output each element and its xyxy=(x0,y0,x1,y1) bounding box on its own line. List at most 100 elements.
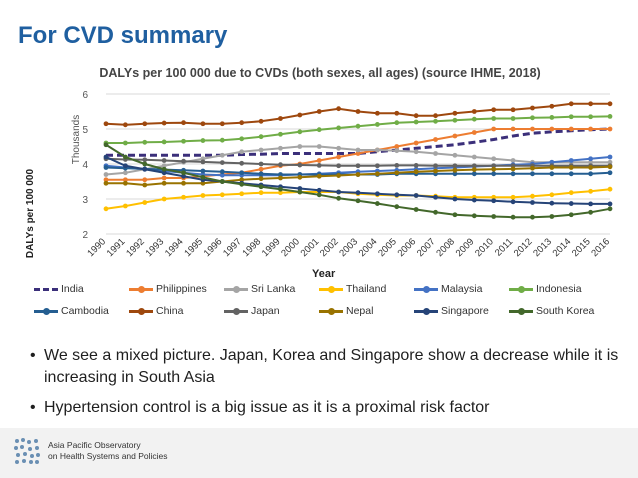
data-point xyxy=(491,116,497,121)
data-point xyxy=(316,187,322,193)
data-point xyxy=(122,163,128,169)
footer-org-name: Asia Pacific Observatory on Health Syste… xyxy=(48,440,168,462)
x-tick-label: 1994 xyxy=(163,236,186,259)
legend-label: Japan xyxy=(251,305,280,317)
legend-row: Cambodia China Japan Nepal Singapore South Ko… xyxy=(34,300,624,322)
data-point xyxy=(471,213,477,219)
data-point xyxy=(374,171,380,177)
data-point xyxy=(278,172,283,177)
data-point xyxy=(258,171,264,177)
legend-swatch-icon xyxy=(224,284,248,294)
y-tick-label: 5 xyxy=(82,125,88,136)
data-point xyxy=(549,126,555,132)
footer-bar xyxy=(0,428,638,478)
data-point xyxy=(336,195,342,201)
data-point xyxy=(452,167,458,173)
data-point xyxy=(336,106,342,112)
x-tick-label: 2004 xyxy=(357,236,380,259)
data-point xyxy=(374,147,380,153)
data-point xyxy=(452,117,458,123)
x-tick-label: 1995 xyxy=(182,236,205,259)
x-tick-label: 2006 xyxy=(396,236,419,259)
data-point xyxy=(316,127,322,133)
data-point xyxy=(471,171,477,177)
data-point xyxy=(258,134,264,140)
x-tick-label: 1999 xyxy=(260,236,283,259)
data-point xyxy=(355,147,361,153)
data-point xyxy=(530,171,535,177)
x-tick-label: 2009 xyxy=(454,236,477,259)
x-tick-label: 2003 xyxy=(337,236,360,259)
data-point xyxy=(219,169,225,175)
legend-item: Nepal xyxy=(319,305,414,317)
data-point xyxy=(355,109,361,114)
data-point xyxy=(452,133,458,139)
legend-item: Cambodia xyxy=(34,305,129,317)
legend-swatch-icon xyxy=(509,306,533,316)
data-point xyxy=(122,122,128,128)
legend-label: Nepal xyxy=(346,305,374,317)
data-point xyxy=(219,121,225,127)
y-axis-label: DALYs per 100 000 xyxy=(25,168,37,259)
data-point xyxy=(510,116,516,121)
data-point xyxy=(607,154,613,160)
x-tick-label: 2015 xyxy=(570,236,593,259)
data-point xyxy=(413,169,419,175)
legend-label: Singapore xyxy=(441,305,489,317)
x-tick-label: 2008 xyxy=(434,236,457,259)
x-tick-label: 2001 xyxy=(299,236,322,259)
data-point xyxy=(316,192,322,198)
data-point xyxy=(394,144,400,149)
data-point xyxy=(336,163,342,169)
data-point xyxy=(607,101,613,107)
legend-item: Indonesia xyxy=(509,283,604,295)
data-point xyxy=(355,163,361,169)
data-point xyxy=(278,186,283,192)
data-point xyxy=(433,151,438,156)
data-point xyxy=(510,126,516,132)
data-point xyxy=(374,122,380,127)
data-point xyxy=(316,144,322,149)
data-point xyxy=(433,194,438,200)
x-tick-label: 1992 xyxy=(124,236,147,259)
data-point xyxy=(607,170,613,176)
data-point xyxy=(316,109,322,114)
data-point xyxy=(103,206,109,212)
data-point xyxy=(510,194,516,200)
data-point xyxy=(607,201,613,207)
data-point xyxy=(161,166,167,172)
bullet-text: Hypertension control is a big issue as i… xyxy=(44,399,490,416)
data-point xyxy=(161,120,167,126)
data-point xyxy=(491,156,497,162)
data-point xyxy=(394,163,400,168)
series-line xyxy=(106,127,611,157)
data-point xyxy=(433,118,438,124)
data-point xyxy=(588,188,594,194)
legend-swatch-icon xyxy=(129,306,153,316)
data-point xyxy=(607,114,613,119)
data-point xyxy=(374,110,380,116)
data-point xyxy=(278,190,283,196)
data-point xyxy=(549,192,555,198)
data-point xyxy=(452,163,458,169)
data-point xyxy=(200,180,206,186)
data-point xyxy=(103,142,109,148)
y-tick-label: 2 xyxy=(82,230,88,241)
data-point xyxy=(355,172,361,177)
data-point xyxy=(336,125,342,131)
data-point xyxy=(510,214,516,220)
legend-item: Malaysia xyxy=(414,283,509,295)
bullet-dot-icon: • xyxy=(30,399,36,416)
data-point xyxy=(394,148,400,154)
legend-item: Japan xyxy=(224,305,319,317)
chart-legend: India Philippines Sri Lanka Thailand Malaysi… xyxy=(34,278,624,322)
data-point xyxy=(122,177,128,183)
data-point xyxy=(297,162,303,168)
data-point xyxy=(161,163,167,169)
data-point xyxy=(471,197,477,203)
data-point xyxy=(568,171,574,177)
data-point xyxy=(568,126,574,132)
data-point xyxy=(142,166,148,172)
data-point xyxy=(607,164,613,170)
data-point xyxy=(510,158,516,163)
